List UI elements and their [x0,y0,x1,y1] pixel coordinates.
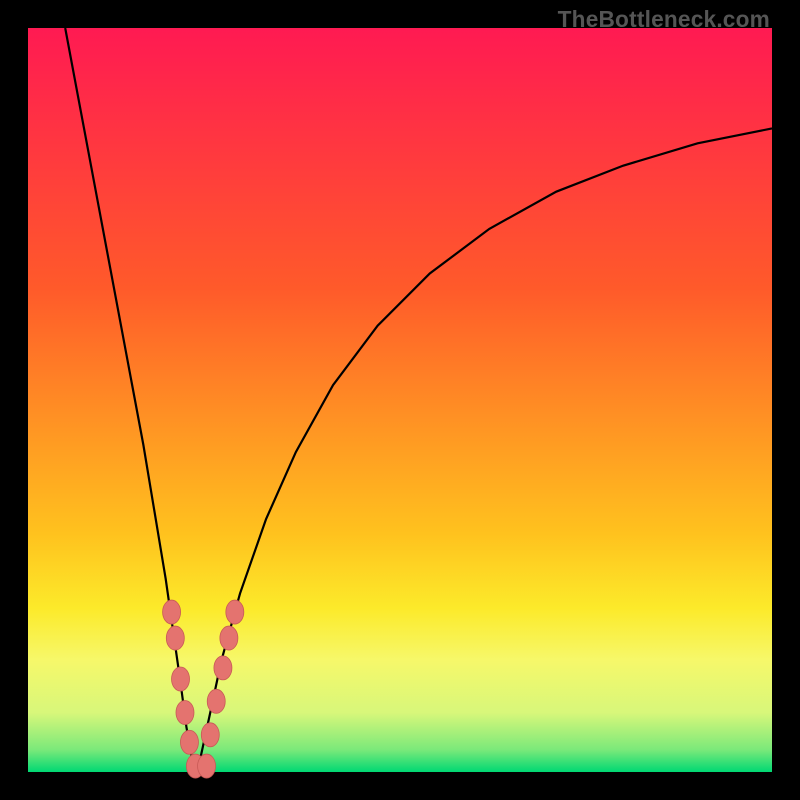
left-curve [65,28,195,772]
data-marker [163,600,181,624]
data-marker [172,667,190,691]
data-marker [176,700,194,724]
chart-frame: TheBottleneck.com [0,0,800,800]
data-marker [198,754,216,778]
marker-group [163,600,244,778]
data-marker [201,723,219,747]
data-marker [166,626,184,650]
chart-svg [0,0,800,800]
data-marker [214,656,232,680]
data-marker [220,626,238,650]
data-marker [207,689,225,713]
data-marker [180,730,198,754]
right-curve [195,128,772,772]
data-marker [226,600,244,624]
